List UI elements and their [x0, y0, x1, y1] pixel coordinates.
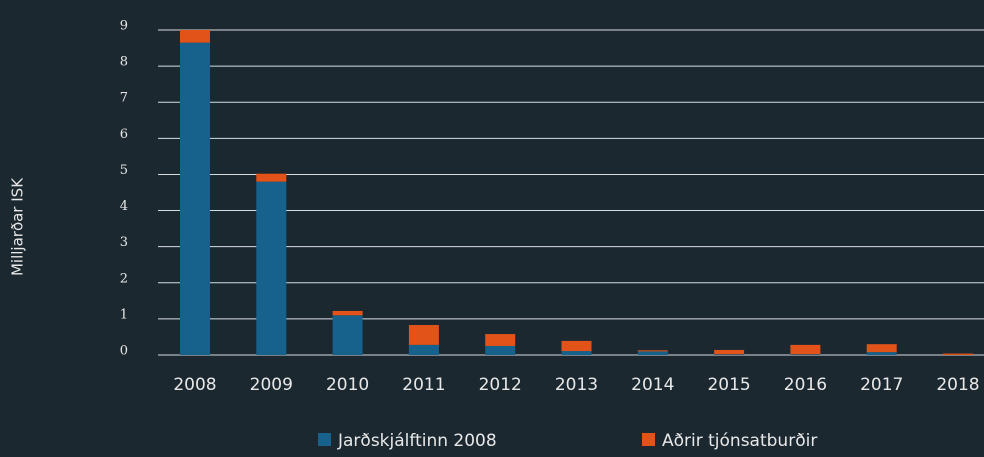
y-tick-label: 3 — [120, 235, 128, 250]
bar-segment — [637, 350, 668, 352]
x-tick-label: 2011 — [402, 375, 445, 395]
y-tick-label: 1 — [120, 307, 128, 322]
bar-segment — [408, 325, 439, 345]
bar-segment — [256, 173, 287, 182]
bar-segment — [485, 334, 516, 346]
bar-segment — [485, 345, 516, 355]
y-tick-label: 4 — [120, 199, 128, 214]
y-tick-label: 0 — [120, 344, 128, 359]
x-tick-label: 2017 — [860, 375, 903, 395]
x-tick-label: 2016 — [784, 375, 827, 395]
x-tick-label: 2014 — [631, 375, 674, 395]
bar-segment — [561, 351, 592, 355]
legend-swatch — [318, 433, 331, 446]
bar-segment — [332, 315, 363, 355]
bar-segment — [714, 354, 745, 355]
bar-segment — [180, 42, 210, 356]
bar-segment — [408, 344, 439, 355]
x-tick-label: 2018 — [936, 375, 979, 395]
bar-segment — [790, 344, 821, 355]
bar-segment — [256, 181, 287, 355]
bar-segment — [790, 354, 821, 355]
bar-segment — [714, 349, 745, 355]
legend-swatch — [642, 433, 655, 446]
x-tick-label: 2008 — [173, 375, 216, 395]
x-tick-label: 2015 — [707, 375, 750, 395]
legend-label: Jarðskjálftinn 2008 — [337, 431, 497, 451]
y-axis-label: Milljarðar ISK — [9, 177, 27, 276]
y-tick-label: 7 — [120, 91, 128, 106]
y-tick-label: 6 — [120, 127, 128, 142]
bar-segment — [943, 353, 973, 355]
y-tick-label: 8 — [120, 55, 128, 70]
bar-segment — [866, 352, 897, 355]
legend-label: Aðrir tjónsatburðir — [662, 431, 817, 451]
y-tick-label: 9 — [120, 19, 128, 34]
y-tick-label: 2 — [120, 271, 128, 286]
bar-segment — [561, 340, 592, 352]
x-tick-label: 2013 — [555, 375, 598, 395]
bar-segment — [180, 30, 210, 43]
bar-segment — [866, 344, 897, 353]
y-tick-label: 5 — [120, 163, 128, 178]
bar-segment — [332, 310, 363, 316]
x-tick-label: 2009 — [250, 375, 293, 395]
x-tick-label: 2012 — [479, 375, 522, 395]
bar-segment — [637, 351, 668, 355]
x-tick-label: 2010 — [326, 375, 369, 395]
